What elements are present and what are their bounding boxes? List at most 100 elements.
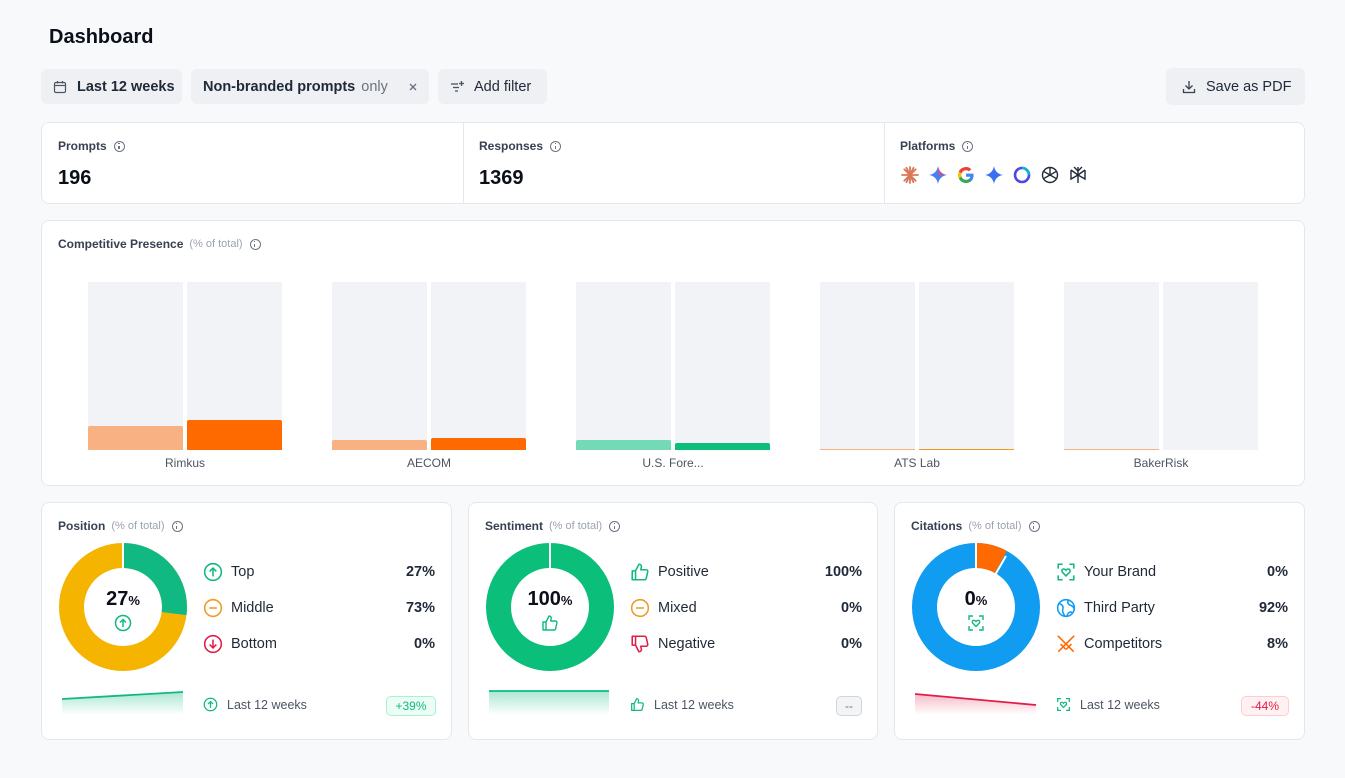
position-footer: Last 12 weeks: [227, 697, 307, 712]
globe-icon: [1056, 598, 1076, 618]
bar-previous[interactable]: [576, 440, 671, 450]
legend-item-bottom: Bottom 0%: [203, 634, 435, 654]
competitive-presence-card: Competitive Presence (% of total) Rimkus…: [41, 220, 1305, 486]
bar-current[interactable]: [919, 449, 1014, 450]
percent-sign: %: [560, 593, 573, 608]
minus-circle-icon: [203, 598, 223, 618]
bar-category-label: ATS Lab: [894, 456, 940, 470]
platforms-stat: Platforms: [900, 139, 1088, 185]
responses-label: Responses: [479, 139, 544, 153]
legend-value: 8%: [1267, 636, 1288, 652]
calendar-icon: [53, 80, 67, 93]
legend-value: 27%: [405, 564, 435, 580]
bar-background: [332, 282, 427, 450]
bar-current[interactable]: [675, 443, 770, 450]
save-pdf-button[interactable]: Save as PDF: [1166, 68, 1305, 105]
stat-divider: [884, 123, 885, 203]
filter-plus-icon: [451, 80, 464, 92]
info-icon[interactable]: [550, 140, 562, 152]
close-icon[interactable]: [408, 82, 418, 92]
citations-title: Citations: [911, 519, 963, 533]
bar-current[interactable]: [187, 420, 282, 450]
citations-subtitle: (% of total): [968, 520, 1022, 532]
bar-background: [675, 282, 770, 450]
legend-value: 0%: [1267, 564, 1288, 580]
prompt-filter-label: Non-branded prompts: [203, 78, 356, 95]
competitive-bar-chart: Rimkus AECOM U.S. Fore... ATS Lab BakerRisk: [42, 221, 1306, 487]
citations-sparkline: [915, 693, 1036, 715]
legend-item-your-brand: Your Brand 0%: [1056, 562, 1288, 582]
info-icon[interactable]: [962, 140, 974, 152]
thumbs-up-icon: [631, 563, 649, 581]
thumbs-down-icon: [631, 635, 649, 653]
bar-previous[interactable]: [332, 440, 427, 450]
prompt-filter-chip[interactable]: Non-branded prompts only: [191, 69, 429, 104]
legend-label: Negative: [658, 636, 716, 652]
citations-card: Citations (% of total) 0% Your Brand 0% …: [894, 502, 1305, 740]
legend-label: Bottom: [231, 636, 277, 652]
legend-label: Competitors: [1084, 636, 1163, 652]
minus-circle-icon: [630, 598, 650, 618]
sentiment-change-badge: --: [836, 696, 862, 716]
citations-change-badge: -44%: [1241, 696, 1289, 716]
brand-scan-icon: [1057, 698, 1070, 711]
legend-label: Third Party: [1084, 600, 1155, 616]
copilot-icon: [1013, 166, 1031, 184]
prompts-stat: Prompts 196: [58, 139, 125, 190]
position-center-value: 27: [106, 588, 129, 610]
prompts-label: Prompts: [58, 139, 107, 153]
info-icon[interactable]: [249, 238, 261, 250]
percent-sign: %: [975, 593, 988, 608]
position-change-badge: +39%: [386, 696, 436, 716]
brand-scan-icon: [968, 615, 984, 631]
info-icon[interactable]: [1028, 520, 1040, 532]
bar-background: [576, 282, 671, 450]
sentiment-card: Sentiment (% of total) 100% Positive 100…: [468, 502, 878, 740]
arrow-up-circle-icon: [203, 697, 218, 712]
sentiment-subtitle: (% of total): [549, 520, 603, 532]
percent-sign: %: [128, 593, 140, 608]
legend-value: 92%: [1258, 600, 1288, 616]
responses-value: 1369: [479, 167, 524, 189]
arrow-up-circle-icon: [203, 562, 223, 582]
bar-current[interactable]: [431, 438, 526, 450]
competitive-title: Competitive Presence: [58, 237, 184, 251]
bar-category-label: U.S. Fore...: [642, 456, 704, 470]
page-title: Dashboard: [49, 26, 154, 48]
date-range-label: Last 12 weeks: [77, 78, 175, 95]
legend-label: Mixed: [658, 600, 697, 616]
bar-background: [88, 282, 183, 450]
sentiment-sparkline: [489, 690, 609, 715]
info-icon[interactable]: [113, 140, 125, 152]
thumbs-up-icon: [542, 615, 558, 631]
download-icon: [1182, 80, 1196, 93]
legend-value: 0%: [841, 636, 862, 652]
sentiment-donut: [486, 543, 614, 671]
date-range-filter[interactable]: Last 12 weeks: [41, 69, 182, 104]
info-icon[interactable]: [609, 520, 621, 532]
bar-previous[interactable]: [88, 426, 183, 450]
position-donut: [59, 543, 187, 671]
legend-item-third-party: Third Party 92%: [1056, 598, 1288, 618]
legend-value: 100%: [824, 564, 862, 580]
platforms-label: Platforms: [900, 139, 956, 153]
citations-footer: Last 12 weeks: [1080, 697, 1160, 712]
thumbs-up-icon: [631, 698, 644, 711]
info-icon[interactable]: [171, 520, 183, 532]
sentiment-title: Sentiment: [485, 519, 544, 533]
add-filter-label: Add filter: [474, 78, 532, 95]
sentiment-footer: Last 12 weeks: [654, 697, 734, 712]
legend-item-mixed: Mixed 0%: [630, 598, 862, 618]
prompt-filter-suffix: only: [361, 78, 388, 95]
legend-label: Top: [231, 564, 255, 580]
legend-label: Your Brand: [1084, 564, 1157, 580]
bar-previous[interactable]: [820, 449, 915, 450]
bar-background: [431, 282, 526, 450]
competitive-subtitle: (% of total): [189, 238, 243, 250]
perplexity-icon: [1070, 166, 1086, 183]
legend-label: Middle: [231, 600, 274, 616]
stats-card: Prompts 196 Responses 1369 Platforms: [41, 122, 1305, 204]
bar-previous[interactable]: [1064, 449, 1159, 450]
bar-category-label: BakerRisk: [1133, 456, 1189, 470]
add-filter-button[interactable]: Add filter: [438, 69, 547, 104]
